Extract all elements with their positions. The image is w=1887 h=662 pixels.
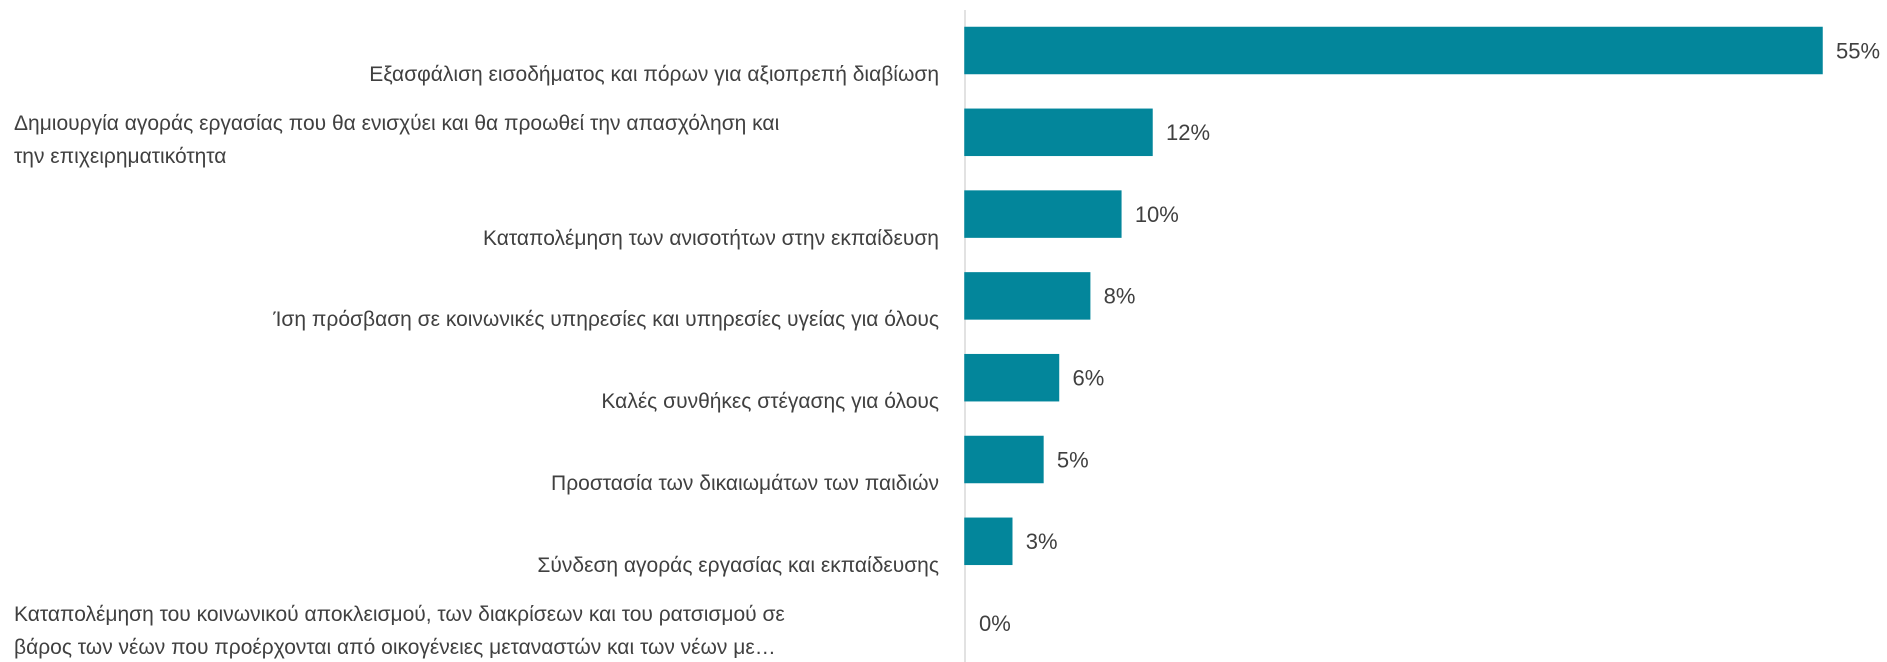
bar [964, 272, 1091, 320]
value-label: 6% [1072, 366, 1104, 391]
category-label: Σύνδεση αγοράς εργασίας και εκπαίδευσης [537, 553, 939, 577]
value-label: 5% [1057, 447, 1089, 472]
category-label: Δημιουργία αγοράς εργασίας που θα ενισχύ… [14, 112, 780, 169]
bar [964, 190, 1122, 238]
category-label: Καταπολέμηση του κοινωνικού αποκλεισμού,… [14, 603, 785, 660]
value-label: 10% [1135, 202, 1179, 227]
bar [964, 26, 1823, 75]
category-label: Ίση πρόσβαση σε κοινωνικές υπηρεσίες και… [273, 308, 939, 332]
bar [964, 435, 1044, 484]
category-label: Προστασία των δικαιωμάτων των παιδιών [551, 472, 939, 495]
bar [964, 517, 1013, 566]
value-label: 55% [1836, 38, 1880, 63]
category-label: Καλές συνθήκες στέγασης για όλους [601, 390, 939, 414]
value-label: 3% [1026, 529, 1058, 554]
value-label: 8% [1104, 284, 1136, 309]
value-label: 0% [979, 611, 1011, 636]
bar [964, 108, 1153, 157]
bar [964, 353, 1060, 402]
category-label: Καταπολέμηση των ανισοτήτων στην εκπαίδε… [482, 226, 939, 250]
category-label: Εξασφάλιση εισοδήματος και πόρων για αξι… [369, 63, 939, 86]
value-label: 12% [1166, 120, 1210, 145]
